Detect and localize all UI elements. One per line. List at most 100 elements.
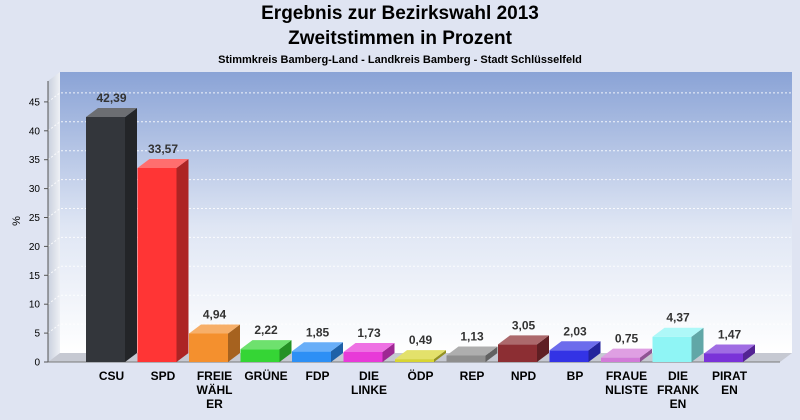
x-tick-label: FRANK xyxy=(657,383,699,397)
bar-top xyxy=(446,346,498,356)
x-tick-label: EN xyxy=(670,397,687,411)
gridline xyxy=(47,208,792,218)
bar-value-label: 3,05 xyxy=(512,318,536,332)
y-tick-label: 45 xyxy=(29,97,41,108)
x-tick-label: NLISTE xyxy=(605,383,648,397)
x-tick-label: LINKE xyxy=(351,383,387,397)
x-tick-label: NPD xyxy=(511,369,537,383)
bar-top xyxy=(137,158,189,168)
bar-front xyxy=(601,357,640,362)
x-tick-label: SPD xyxy=(151,369,176,383)
bar-top xyxy=(704,344,755,354)
x-tick-label: EN xyxy=(721,383,738,397)
gridline xyxy=(47,236,792,247)
bar-top xyxy=(498,335,549,345)
bar-value-label: 4,37 xyxy=(666,311,690,325)
y-tick-label: 10 xyxy=(29,300,41,311)
bar-top xyxy=(292,342,343,352)
bar-value-label: 2,03 xyxy=(563,324,587,338)
bar-top xyxy=(86,107,137,117)
chart-title: Ergebnis zur Bezirkswahl 2013 xyxy=(261,3,539,24)
gridline xyxy=(47,294,792,305)
bar-value-label: 2,22 xyxy=(254,323,278,337)
bar-top xyxy=(189,324,240,334)
chart-region-subtitle: Stimmkreis Bamberg-Land - Landkreis Bamb… xyxy=(218,54,582,66)
gridline xyxy=(47,92,792,103)
y-axis-label: % xyxy=(11,216,23,226)
bar-side xyxy=(588,341,601,362)
gridline xyxy=(47,150,792,161)
bar-top xyxy=(343,343,395,353)
bar-value-label: 4,94 xyxy=(203,307,227,321)
bar-side xyxy=(691,327,704,362)
y-tick-label: 15 xyxy=(29,271,41,282)
bar-side xyxy=(176,158,189,362)
bar-value-label: 0,49 xyxy=(409,333,433,347)
bar-front xyxy=(704,353,743,362)
bar-value-label: 1,47 xyxy=(718,328,742,342)
bar-side xyxy=(228,324,240,362)
bar-front xyxy=(498,344,537,362)
x-tick-label: FRAUE xyxy=(606,369,647,383)
bar xyxy=(240,340,292,362)
x-tick-label: CSU xyxy=(99,369,124,383)
bar-top xyxy=(652,327,704,337)
x-tick-label: DIE xyxy=(668,369,688,383)
bar-top xyxy=(240,340,292,350)
x-tick-label: ÖDP xyxy=(407,368,433,383)
bar xyxy=(446,346,498,362)
bar xyxy=(395,350,446,362)
bar-front xyxy=(446,355,486,362)
bar-front xyxy=(292,351,331,362)
bar-value-label: 1,13 xyxy=(460,329,484,343)
bar-side xyxy=(743,344,755,362)
x-tick-label: REP xyxy=(460,369,485,383)
bar-front xyxy=(343,352,383,362)
bar-side xyxy=(640,348,652,362)
x-tick-label: WÄHL xyxy=(197,382,233,397)
bar-top xyxy=(395,350,446,360)
bar-front xyxy=(189,333,228,362)
bar-side xyxy=(434,350,446,362)
bar-front xyxy=(395,359,434,362)
bar-front xyxy=(652,336,692,362)
x-tick-label: ER xyxy=(206,397,223,411)
y-tick-label: 40 xyxy=(29,126,41,137)
bar-front xyxy=(549,350,589,362)
bar-side xyxy=(382,343,395,362)
bar xyxy=(704,344,755,362)
bar xyxy=(498,335,549,362)
x-tick-label: DIE xyxy=(359,369,379,383)
y-tick-label: 20 xyxy=(29,242,41,253)
chart-subtitle: Zweitstimmen in Prozent xyxy=(288,28,512,49)
bar xyxy=(86,107,137,362)
bar-front xyxy=(240,349,280,362)
y-tick-label: 25 xyxy=(29,213,41,224)
bar xyxy=(292,342,343,362)
bar-value-label: 1,85 xyxy=(306,325,330,339)
bar-top xyxy=(601,348,652,358)
bar xyxy=(601,348,652,362)
plot-side-wall xyxy=(48,72,60,362)
x-tick-label: GRÜNE xyxy=(244,368,287,383)
bar xyxy=(189,324,240,362)
x-tick-label: BP xyxy=(567,369,584,383)
bar-side xyxy=(125,107,137,362)
bar xyxy=(549,341,601,362)
bar-value-label: 33,57 xyxy=(148,142,178,156)
bar-value-label: 1,73 xyxy=(357,326,381,340)
x-tick-label: FDP xyxy=(306,369,330,383)
bar-side xyxy=(279,340,292,362)
gridline xyxy=(47,265,792,276)
bar-value-label: 0,75 xyxy=(615,332,639,346)
y-tick-label: 30 xyxy=(29,184,41,195)
bar-top xyxy=(549,341,601,351)
gridline xyxy=(47,179,792,190)
gridline xyxy=(47,323,792,334)
bar xyxy=(137,158,189,362)
y-tick-label: 5 xyxy=(34,329,40,340)
x-tick-label: PIRAT xyxy=(712,369,748,383)
x-tick-label: FREIE xyxy=(197,369,232,383)
bar-side xyxy=(537,335,549,362)
gridline xyxy=(47,121,792,132)
